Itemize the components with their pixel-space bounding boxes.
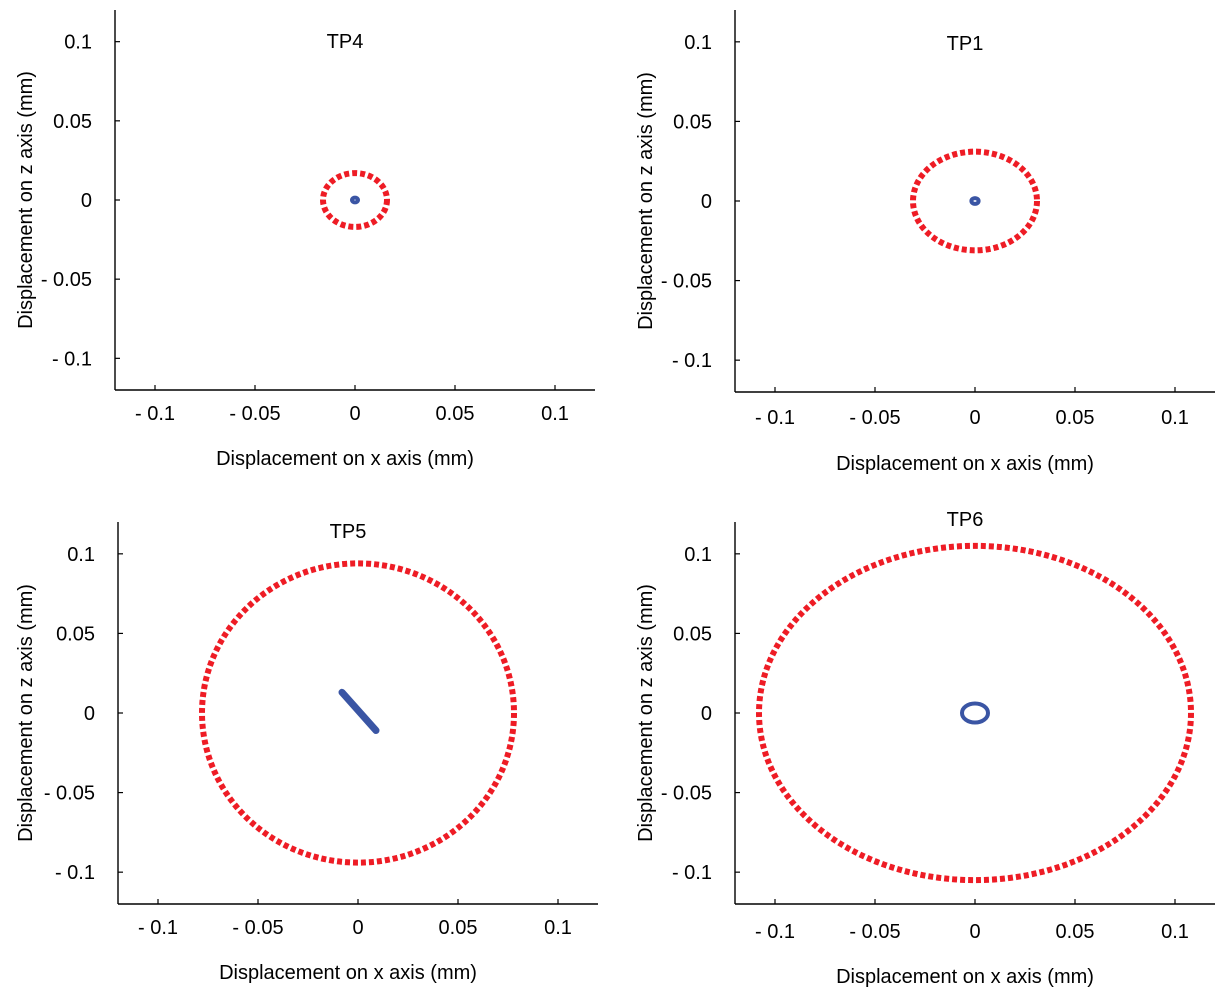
orbit-red-dotted: [910, 148, 1040, 254]
x-tick-label: - 0.1: [138, 917, 178, 939]
y-tick-label: 0.1: [64, 32, 92, 54]
y-axis-label: Displacement on z axis (mm): [635, 584, 657, 842]
y-tick-label: 0.05: [673, 111, 712, 133]
x-tick-label: - 0.1: [755, 921, 795, 943]
x-axis-label: Displacement on x axis (mm): [216, 448, 474, 470]
x-axis-label: Displacement on x axis (mm): [836, 453, 1094, 475]
y-tick-label: - 0.1: [52, 348, 92, 370]
x-tick-label: 0: [969, 407, 980, 429]
y-tick-label: - 0.05: [661, 271, 712, 293]
x-tick-label: 0.1: [1161, 921, 1189, 943]
x-tick-label: 0.1: [544, 917, 572, 939]
y-tick-label: 0: [701, 703, 712, 725]
y-tick-label: 0.05: [56, 623, 95, 645]
orbit-blue: [338, 688, 380, 735]
x-tick-label: 0.05: [1056, 921, 1095, 943]
y-tick-label: 0.05: [673, 623, 712, 645]
orbit-blue: [969, 196, 981, 206]
panel-title: TP4: [327, 31, 364, 53]
x-tick-label: 0: [969, 921, 980, 943]
panel-tp5: - 0.1 - 0.05 0 0.05 0.1 0.1 0.05 0 - 0.05 - 0.1 TP…: [15, 521, 598, 984]
x-tick-label: - 0.05: [849, 921, 900, 943]
y-tick-label: - 0.05: [661, 783, 712, 805]
panel-title: TP5: [330, 521, 367, 543]
y-axis-label: Displacement on z axis (mm): [15, 71, 37, 329]
x-tick-label: 0.05: [1056, 407, 1095, 429]
x-tick-label: - 0.1: [135, 403, 175, 425]
y-tick-label: 0.05: [53, 111, 92, 133]
orbit-red-dotted: [756, 542, 1194, 884]
y-tick-label: - 0.1: [672, 862, 712, 884]
y-axis-label: Displacement on z axis (mm): [635, 72, 657, 330]
x-tick-label: - 0.1: [755, 407, 795, 429]
y-tick-label: - 0.1: [672, 350, 712, 372]
x-tick-label: 0.05: [436, 403, 475, 425]
x-tick-label: - 0.05: [232, 917, 283, 939]
x-tick-label: - 0.05: [229, 403, 280, 425]
panel-title: TP6: [947, 509, 984, 531]
y-tick-label: 0.1: [684, 544, 712, 566]
orbit-red-dotted: [199, 560, 517, 866]
y-tick-label: - 0.1: [55, 862, 95, 884]
panel-title: TP1: [947, 33, 984, 55]
y-tick-label: - 0.05: [44, 783, 95, 805]
panel-tp1: - 0.1 - 0.05 0 0.05 0.1 0.1 0.05 0 - 0.05 - 0.1 TP…: [635, 10, 1215, 475]
orbit-blue: [960, 701, 990, 725]
y-axis-label: Displacement on z axis (mm): [15, 584, 37, 842]
y-tick-label: 0.1: [684, 32, 712, 54]
x-tick-label: 0.05: [439, 917, 478, 939]
panel-tp6: - 0.1 - 0.05 0 0.05 0.1 0.1 0.05 0 - 0.05 - 0.1 TP…: [635, 509, 1215, 988]
x-tick-label: 0.1: [541, 403, 569, 425]
y-tick-label: 0: [81, 190, 92, 212]
x-axis-label: Displacement on x axis (mm): [836, 966, 1094, 988]
y-tick-label: 0: [84, 703, 95, 725]
x-tick-label: 0: [352, 917, 363, 939]
x-tick-label: 0: [349, 403, 360, 425]
y-tick-label: 0.1: [67, 544, 95, 566]
x-tick-label: - 0.05: [849, 407, 900, 429]
y-tick-label: - 0.05: [41, 269, 92, 291]
x-axis-label: Displacement on x axis (mm): [219, 962, 477, 984]
x-tick-label: 0.1: [1161, 407, 1189, 429]
panel-tp4: - 0.1 - 0.05 0 0.05 0.1 0.1 0.05 0 - 0.05 - 0.1 TP…: [15, 10, 595, 470]
orbit-red-dotted: [320, 170, 390, 230]
orbit-blue: [350, 195, 360, 205]
y-tick-label: 0: [701, 191, 712, 213]
